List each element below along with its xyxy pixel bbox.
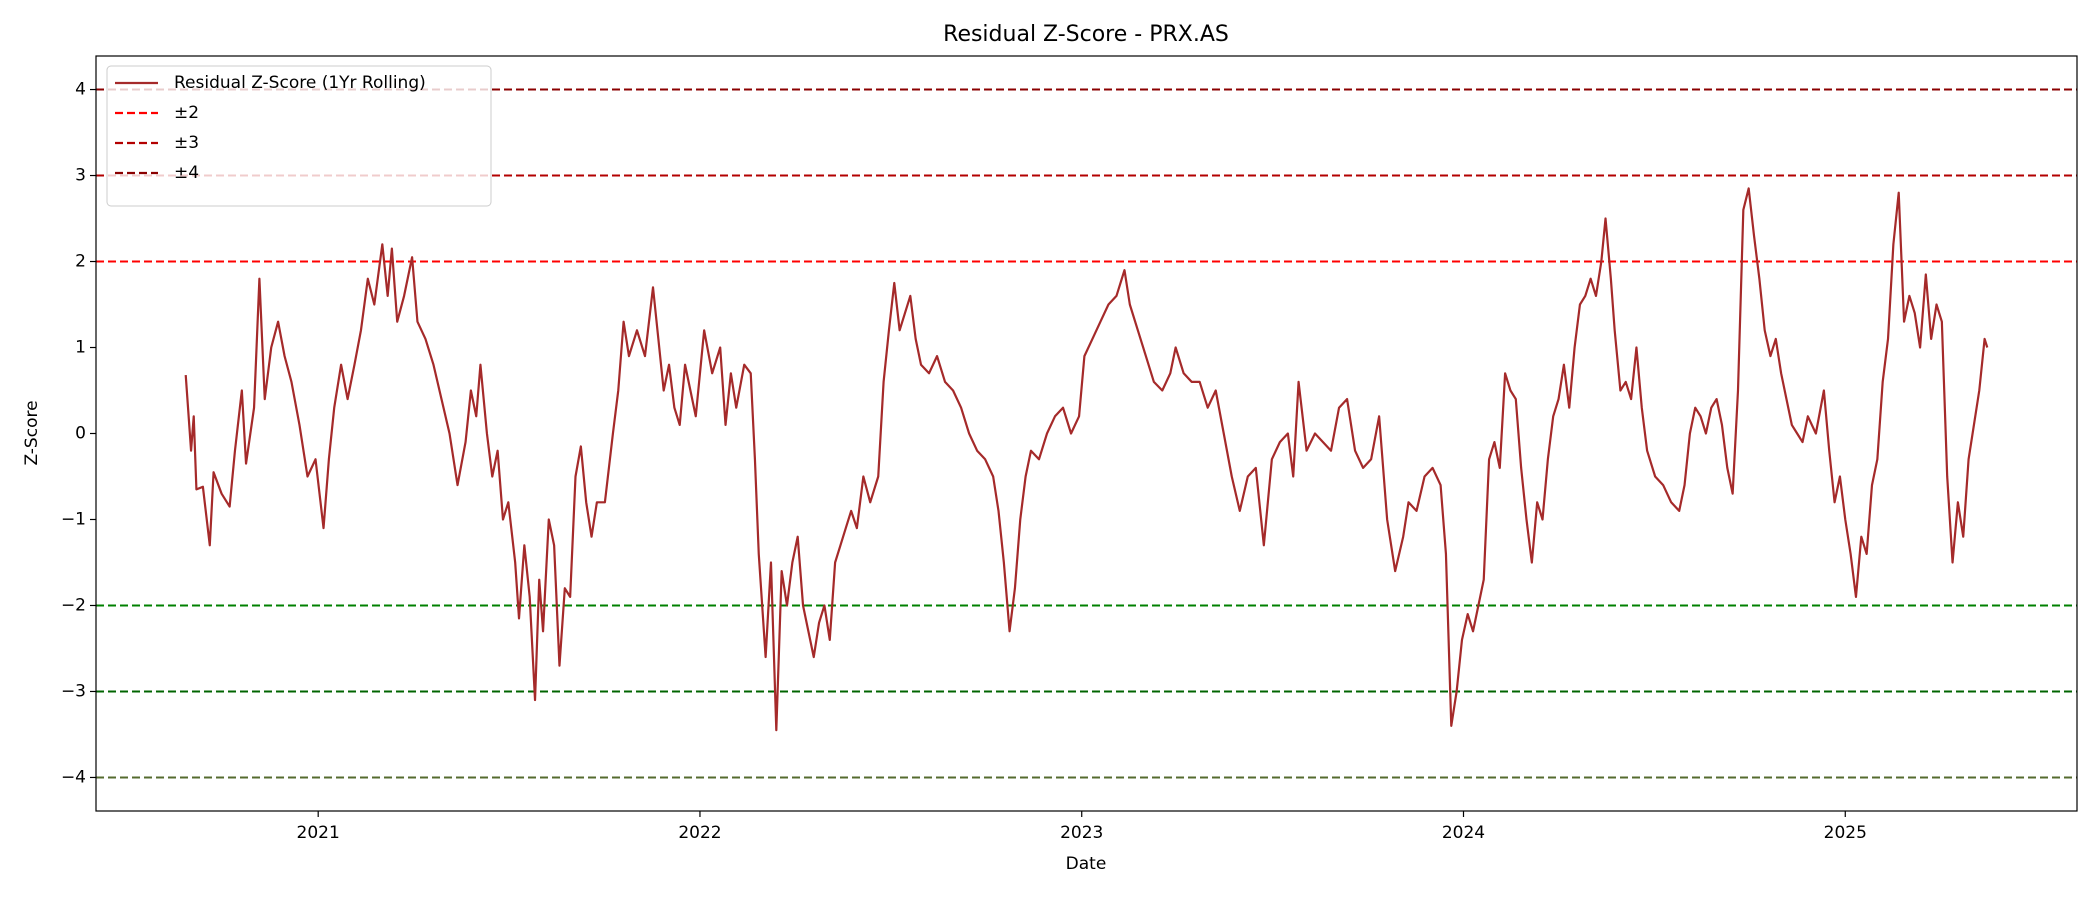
y-tick-label: −4: [61, 767, 86, 787]
y-tick-label: −1: [61, 509, 86, 529]
x-tick-label: 2022: [678, 823, 721, 843]
legend-label: ±4: [174, 163, 199, 183]
y-tick-label: −3: [61, 681, 86, 701]
legend-label: ±3: [174, 133, 199, 153]
legend-box: [106, 65, 492, 207]
x-tick-label: 2025: [1824, 823, 1867, 843]
x-tick-label: 2024: [1442, 823, 1485, 843]
y-axis-label: Z-Score: [22, 400, 42, 465]
legend: Residual Z-Score (1Yr Rolling) ±2 ±3 ±4: [106, 65, 492, 207]
x-tick-label: 2021: [297, 823, 340, 843]
series-line: [184, 187, 1989, 732]
y-tick-label: −2: [61, 595, 86, 615]
y-tick-label: 0: [75, 424, 86, 444]
chart-title: Residual Z-Score - PRX.AS: [943, 22, 1229, 47]
y-tick-label: 2: [75, 252, 86, 272]
y-tick-label: 3: [75, 166, 86, 186]
legend-label: ±2: [174, 103, 199, 123]
y-tick-label: 1: [75, 338, 86, 358]
x-axis-label: Date: [1066, 854, 1107, 874]
plot-frame: [95, 55, 2078, 812]
x-tick-label: 2023: [1060, 823, 1103, 843]
legend-label: Residual Z-Score (1Yr Rolling): [174, 73, 426, 93]
y-tick-label: 4: [75, 80, 86, 100]
